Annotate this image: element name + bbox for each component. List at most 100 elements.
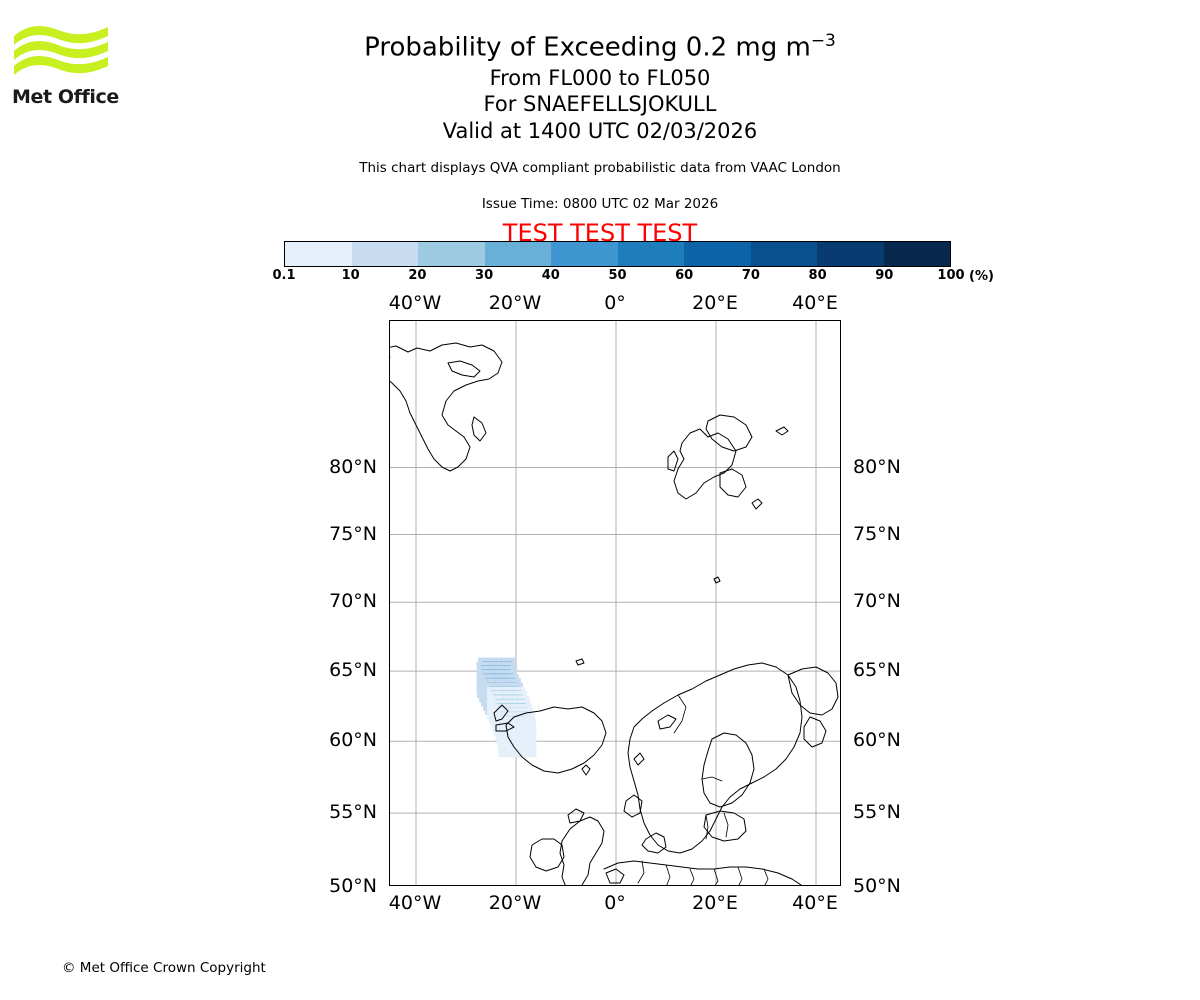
plume-cell [489, 665, 494, 670]
plume-cell [497, 691, 502, 695]
plume-cell [511, 742, 516, 747]
plume-cell [506, 665, 511, 670]
coastline-norway-south [623, 794, 643, 818]
colorbar-tick-50: 50 [608, 268, 627, 283]
plume-cell [503, 686, 509, 691]
plume-cell [498, 703, 503, 708]
plume-cell [528, 746, 533, 751]
colorbar-tick-labels: 0.1 10 20 30 40 50 60 70 80 90 100 [272, 268, 964, 286]
lat-label-left-60: 60°N [329, 729, 377, 752]
coastline-iceland-westfjords [493, 704, 509, 722]
plume-cell [499, 686, 504, 691]
plume-cell [519, 732, 524, 736]
plume-cell [491, 670, 496, 674]
coastline-continental-europe [603, 860, 802, 885]
colorbar-tick-70: 70 [741, 268, 760, 283]
title-flight-levels: From FL000 to FL050 [489, 65, 711, 90]
plume-cell [491, 695, 496, 700]
plume-cell [509, 699, 514, 704]
national-borders [637, 694, 769, 885]
plume-cell [508, 707, 513, 712]
plume-cell [506, 661, 511, 666]
plume-cell [498, 665, 503, 670]
plume-cell [511, 657, 516, 662]
plume-cell [520, 686, 525, 691]
plume-cell [510, 691, 515, 695]
plume-cell [529, 707, 534, 712]
plume-cell [514, 691, 519, 695]
colorbar-tick-40: 40 [541, 268, 560, 283]
lat-label-left-50: 50°N [329, 875, 377, 897]
plume-cell [523, 742, 528, 747]
map-frame[interactable] [389, 320, 841, 886]
lon-label-top-40°W: 40°W [388, 292, 442, 314]
plume-cell [510, 703, 516, 708]
plume-cell [528, 739, 533, 743]
plume-cell [507, 735, 512, 740]
plume-cell [527, 716, 532, 721]
colorbar-band-2 [418, 242, 485, 266]
coastline-svalbard-nordaustlandet [705, 414, 753, 452]
map-gridlines [390, 321, 840, 885]
plume-cell [528, 742, 533, 747]
coastline-baltic-states [703, 810, 747, 842]
plume-cell [528, 753, 533, 758]
plume-cell [518, 691, 523, 695]
plume-cell [498, 749, 503, 754]
plume-cell [507, 695, 513, 700]
plume-cell [525, 707, 530, 712]
lon-label-bottom-0°: 0° [604, 892, 626, 914]
plume-cell [507, 739, 512, 743]
lon-label-bottom-40°W: 40°W [388, 892, 442, 914]
coastline-iceland [505, 706, 607, 774]
plume-cell [495, 670, 501, 674]
plume-cell [501, 661, 506, 666]
lat-label-right-60: 60°N [853, 729, 901, 752]
plume-cell [505, 712, 510, 716]
lat-label-right-65: 65°N [853, 659, 901, 682]
lat-label-right-50: 50°N [853, 875, 901, 897]
title-volcano-name: For SNAEFELLSJOKULL [483, 92, 717, 117]
plume-cell [506, 682, 511, 687]
plume-cell [514, 682, 519, 687]
lat-label-right-80: 80°N [853, 455, 901, 478]
plume-cell [491, 678, 496, 683]
plume-cell [501, 699, 506, 704]
plume-cell [523, 720, 528, 725]
plume-cell [519, 739, 524, 743]
plume-cell [485, 665, 490, 670]
plume-cell [501, 691, 506, 695]
colorbar-tick-100: 100 [937, 268, 965, 283]
plume-cell [487, 670, 492, 674]
plume-cell [502, 739, 507, 743]
plume-cell [513, 699, 518, 704]
plume-cell [507, 746, 512, 751]
colorbar-tick-60: 60 [675, 268, 694, 283]
plume-cell [498, 753, 503, 758]
plume-cell [507, 749, 512, 754]
copyright-footer: © Met Office Crown Copyright [62, 960, 266, 976]
plume-cell [511, 739, 516, 743]
plume-cell [523, 746, 528, 751]
plume-cell [489, 691, 494, 695]
plume-cell [524, 695, 529, 700]
plume-cell [523, 724, 528, 729]
plume-cell [523, 739, 528, 743]
plume-cell [489, 682, 494, 687]
plume-cell [501, 682, 507, 687]
coastline-norway-lofoten [657, 714, 677, 730]
plume-cell [502, 746, 507, 751]
plume-cell [507, 728, 512, 733]
plume-cell [511, 728, 516, 733]
lon-label-bottom-40°E: 40°E [792, 892, 838, 914]
plume-cell [495, 678, 500, 683]
plume-cell [498, 724, 503, 729]
plume-cell-core [515, 739, 520, 743]
plume-cell [508, 686, 513, 691]
colorbar-band-6 [684, 242, 751, 266]
plume-cell [482, 657, 487, 662]
plume-cell [499, 657, 504, 662]
probability-colorbar [284, 241, 951, 267]
plume-cell [507, 753, 512, 758]
plume-cell [493, 691, 498, 695]
